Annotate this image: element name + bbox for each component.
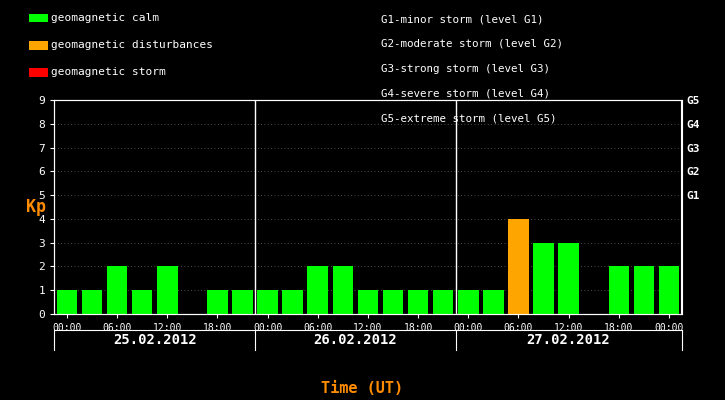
- Text: 26.02.2012: 26.02.2012: [313, 333, 397, 347]
- Bar: [283, 290, 303, 314]
- Bar: [383, 290, 403, 314]
- Bar: [107, 266, 128, 314]
- Bar: [132, 290, 152, 314]
- Bar: [634, 266, 654, 314]
- Text: 27.02.2012: 27.02.2012: [527, 333, 610, 347]
- Text: G1-minor storm (level G1): G1-minor storm (level G1): [381, 14, 543, 24]
- Text: Time (UT): Time (UT): [321, 381, 404, 396]
- Bar: [207, 290, 228, 314]
- Text: geomagnetic storm: geomagnetic storm: [51, 68, 166, 78]
- Bar: [534, 243, 554, 314]
- Bar: [357, 290, 378, 314]
- Text: G2-moderate storm (level G2): G2-moderate storm (level G2): [381, 39, 563, 49]
- Bar: [232, 290, 253, 314]
- Y-axis label: Kp: Kp: [26, 198, 46, 216]
- Text: geomagnetic disturbances: geomagnetic disturbances: [51, 40, 213, 50]
- Bar: [408, 290, 428, 314]
- Bar: [558, 243, 579, 314]
- Bar: [333, 266, 353, 314]
- Bar: [458, 290, 478, 314]
- Bar: [433, 290, 453, 314]
- Bar: [82, 290, 102, 314]
- Bar: [57, 290, 77, 314]
- Text: G5-extreme storm (level G5): G5-extreme storm (level G5): [381, 113, 556, 123]
- Bar: [508, 219, 529, 314]
- Text: geomagnetic calm: geomagnetic calm: [51, 13, 160, 23]
- Bar: [307, 266, 328, 314]
- Bar: [257, 290, 278, 314]
- Bar: [483, 290, 504, 314]
- Text: G3-strong storm (level G3): G3-strong storm (level G3): [381, 64, 550, 74]
- Text: G4-severe storm (level G4): G4-severe storm (level G4): [381, 88, 550, 98]
- Bar: [659, 266, 679, 314]
- Text: 25.02.2012: 25.02.2012: [113, 333, 196, 347]
- Bar: [608, 266, 629, 314]
- Bar: [157, 266, 178, 314]
